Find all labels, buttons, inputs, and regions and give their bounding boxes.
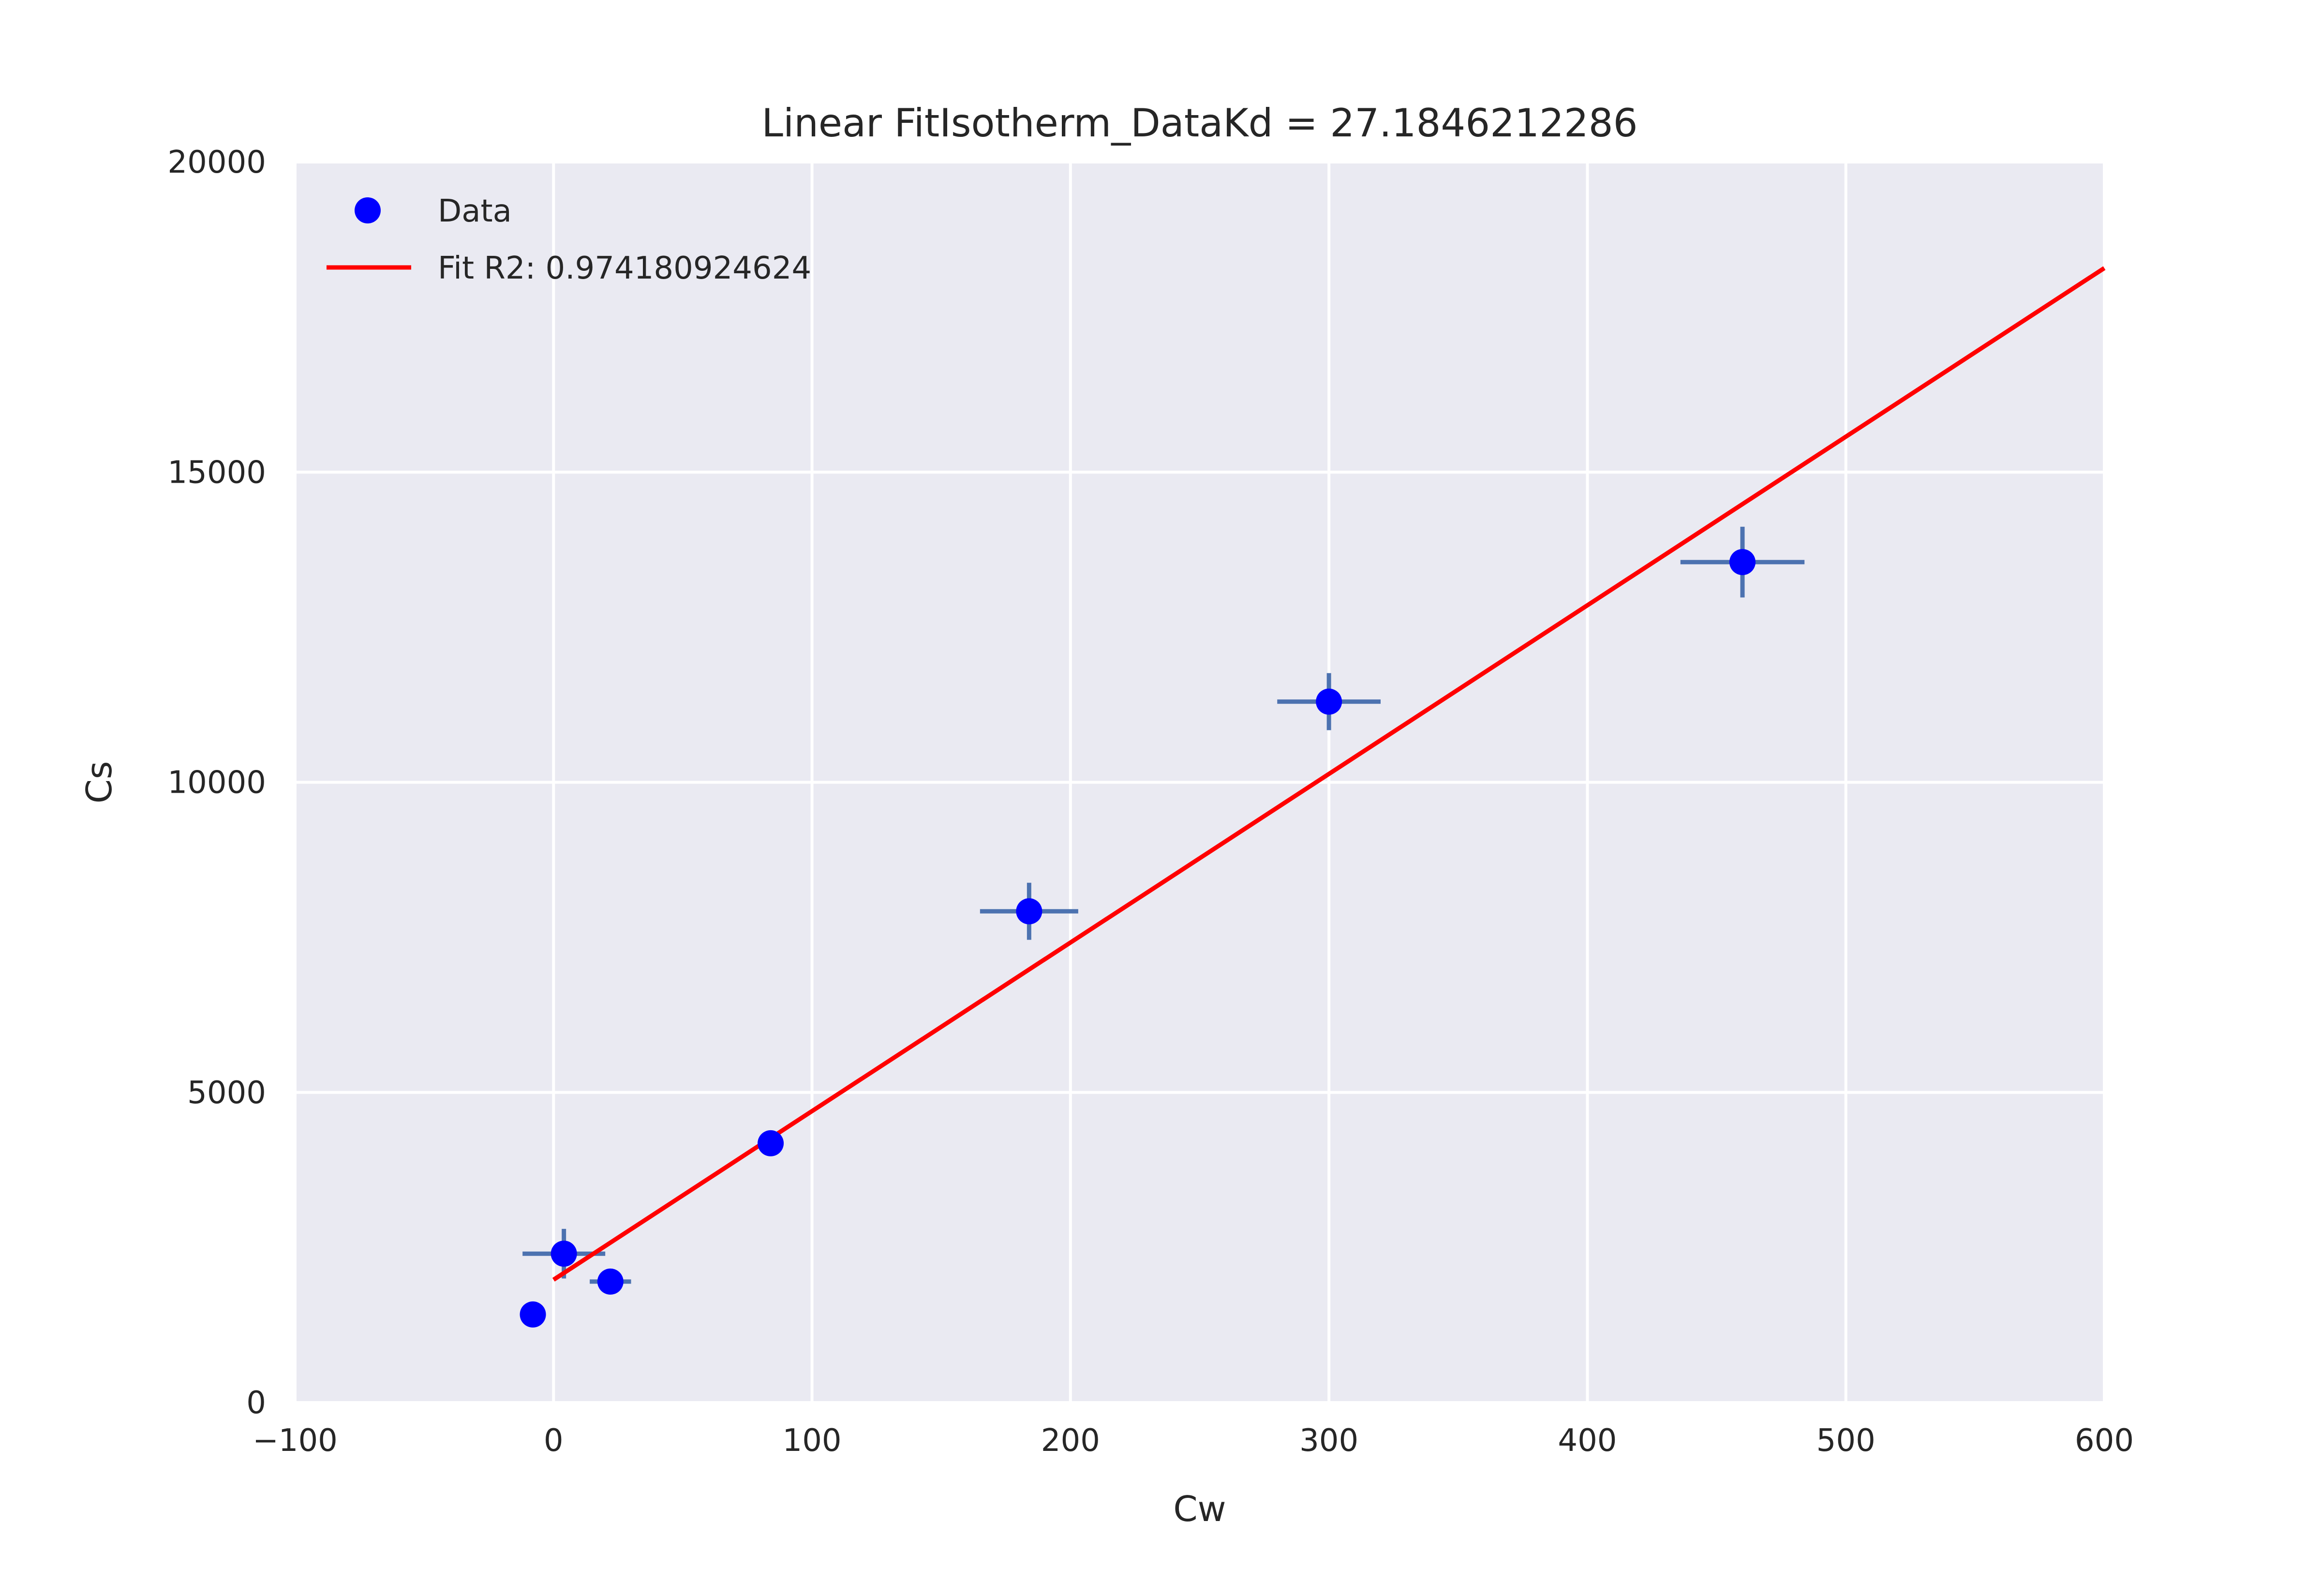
y-tick-label: 5000 xyxy=(187,1075,266,1111)
x-tick-label: 100 xyxy=(782,1423,841,1459)
series-layer xyxy=(520,266,2106,1328)
data-point xyxy=(597,1268,624,1295)
data-point xyxy=(1729,549,1756,576)
y-axis: 0 5000 10000 15000 20000 xyxy=(167,145,266,1421)
y-tick-label: 0 xyxy=(246,1385,266,1421)
x-tick-label: 200 xyxy=(1041,1423,1100,1459)
x-tick-label: 300 xyxy=(1299,1423,1358,1459)
legend: Data Fit R2: 0.974180924624 xyxy=(327,193,811,286)
y-tick-label: 20000 xyxy=(167,145,266,180)
fit-line xyxy=(552,266,2106,1282)
x-tick-label: 600 xyxy=(2075,1423,2134,1459)
data-point xyxy=(551,1241,577,1267)
x-axis-label: Cw xyxy=(1173,1489,1226,1529)
grid xyxy=(294,161,2106,1404)
y-tick-label: 10000 xyxy=(167,765,266,801)
data-point xyxy=(1016,898,1042,925)
data-point xyxy=(520,1301,546,1328)
legend-fit-label: Fit R2: 0.974180924624 xyxy=(438,251,811,286)
x-tick-label: 500 xyxy=(1816,1423,1875,1459)
x-axis: −100 0 100 200 300 400 500 600 xyxy=(253,1423,2134,1459)
data-point xyxy=(1316,688,1342,715)
y-tick-label: 15000 xyxy=(167,455,266,490)
x-tick-label: 400 xyxy=(1558,1423,1617,1459)
legend-data-marker xyxy=(355,197,381,223)
data-point xyxy=(758,1130,784,1156)
x-tick-label: 0 xyxy=(544,1423,564,1459)
legend-data-label: Data xyxy=(438,193,512,229)
x-tick-label: −100 xyxy=(253,1423,338,1459)
y-axis-label: Cs xyxy=(79,761,119,804)
chart-title: Linear FitIsotherm_DataKd = 27.184621228… xyxy=(761,101,1637,146)
